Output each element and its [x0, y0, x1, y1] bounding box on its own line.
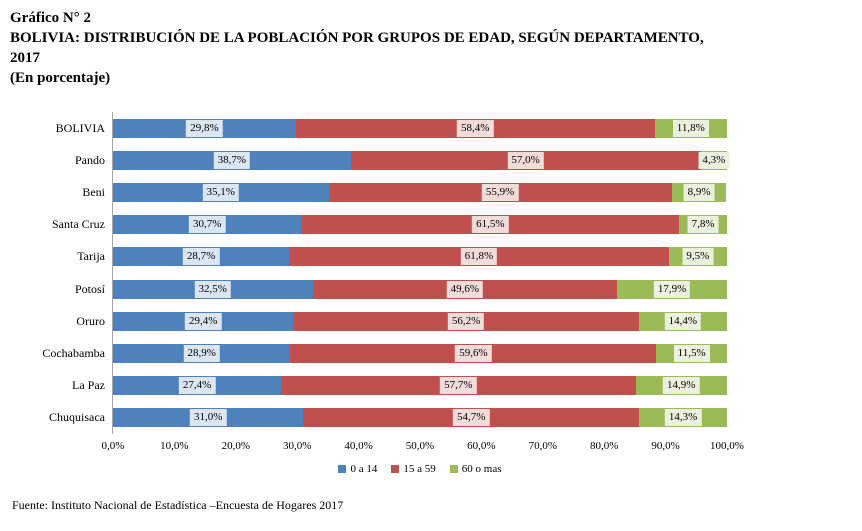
category-label: Oruro	[76, 313, 105, 328]
legend-swatch-icon	[449, 465, 458, 473]
category-label: Chuquisaca	[49, 410, 105, 425]
bar-value-label: 11,5%	[673, 345, 710, 362]
x-tick-label: 50,0%	[405, 440, 435, 452]
x-tick-label: 20,0%	[221, 440, 251, 452]
x-tick-label: 100,0%	[710, 440, 744, 452]
bar-row: 28,9% 59,6% 11,5%	[113, 344, 727, 363]
x-tick-label: 90,0%	[651, 440, 680, 452]
bar-value-label: 11,8%	[672, 119, 709, 137]
category-label: Potosí	[74, 281, 105, 296]
bar-value-label: 54,7%	[453, 409, 490, 427]
bar-value-label: 28,7%	[182, 248, 220, 266]
legend-item: 60 o mas	[449, 463, 502, 475]
x-tick-label: 10,0%	[160, 440, 189, 452]
x-tick-label: 0,0%	[101, 440, 125, 452]
title-line-units: (En porcentaje)	[10, 70, 111, 86]
category-label: Cochabamba	[42, 346, 105, 360]
bar-value-label: 14,9%	[663, 377, 700, 395]
bar-value-label: 27,4%	[178, 377, 216, 395]
bar-value-label: 61,8%	[460, 248, 498, 266]
category-label: Pando	[75, 152, 105, 167]
bar-value-label: 31,0%	[189, 409, 227, 427]
category-label: La Paz	[72, 378, 105, 393]
legend-item: 0 a 14	[338, 463, 377, 475]
bar-value-label: 30,7%	[189, 216, 226, 234]
category-label: BOLIVIA	[55, 120, 105, 135]
x-tick-label: 30,0%	[282, 440, 312, 452]
y-axis-line	[112, 112, 113, 434]
bar-value-label: 7,8%	[687, 216, 719, 234]
legend-swatch-icon	[338, 465, 347, 473]
bar-value-label: 4,3%	[698, 151, 730, 169]
category-label: Tarija	[77, 249, 105, 264]
bar-value-label: 61,5%	[472, 216, 509, 234]
bar-value-label: 8,9%	[683, 184, 715, 201]
bar-value-label: 14,4%	[664, 312, 701, 330]
x-tick-label: 80,0%	[589, 440, 619, 452]
bar-row: 28,7% 61,8% 9,5%	[113, 247, 727, 267]
legend-swatch-icon	[391, 465, 400, 473]
legend-item: 15 a 59	[391, 463, 436, 475]
x-tick-label: 60,0%	[467, 440, 496, 452]
bar-value-label: 56,2%	[447, 312, 485, 330]
title-line-graph-number: Gráfico N° 2	[10, 10, 91, 26]
x-tick-label: 70,0%	[528, 440, 558, 452]
bar-value-label: 35,1%	[202, 184, 239, 201]
bar-value-label: 32,5%	[194, 280, 231, 298]
bar-row: 29,8% 58,4% 11,8%	[113, 118, 727, 138]
legend-label: 60 o mas	[461, 463, 502, 475]
bar-value-label: 38,7%	[213, 151, 251, 169]
bar-row: 35,1% 55,9% 8,9%	[113, 183, 727, 202]
x-tick-label: 40,0%	[344, 440, 373, 452]
bar-value-label: 14,3%	[664, 409, 702, 427]
chart-title-block: Gráfico N° 2 BOLIVIA: DISTRIBUCIÓN DE LA…	[10, 8, 855, 88]
bar-value-label: 17,9%	[653, 280, 691, 298]
bar-value-label: 29,8%	[186, 119, 223, 137]
bar-value-label: 9,5%	[682, 248, 714, 266]
bar-value-label: 57,0%	[507, 151, 544, 169]
bar-row: 30,7% 61,5% 7,8%	[113, 215, 727, 235]
bar-row: 31,0% 54,7% 14,3%	[113, 408, 727, 428]
plot-area: 29,8% 58,4% 11,8% 38,7% 57,0% 4,3% 35,1% 55,9% 8…	[112, 112, 730, 434]
bar-row: 38,7% 57,0% 4,3%	[113, 150, 730, 170]
bar-row: 27,4% 57,7% 14,9%	[113, 376, 727, 396]
category-label: Santa Cruz	[52, 217, 105, 232]
title-line-year: 2017	[10, 50, 40, 66]
bar-row: 29,4% 56,2% 14,4%	[113, 311, 727, 331]
bar-value-label: 29,4%	[185, 312, 222, 330]
bar-value-label: 59,6%	[455, 345, 492, 362]
bar-value-label: 49,6%	[446, 280, 484, 298]
legend-label: 0 a 14	[350, 463, 378, 475]
bar-value-label: 28,9%	[183, 345, 220, 362]
source-note: Fuente: Instituto Nacional de Estadístic…	[12, 498, 344, 512]
title-line-main: BOLIVIA: DISTRIBUCIÓN DE LA POBLACIÓN PO…	[10, 30, 704, 46]
bar-value-label: 57,7%	[440, 377, 477, 395]
bar-value-label: 55,9%	[481, 184, 519, 201]
legend-label: 15 a 59	[403, 463, 436, 475]
category-label: Beni	[82, 185, 105, 199]
bar-value-label: 58,4%	[457, 119, 494, 137]
legend: 0 a 14 15 a 59 60 o mas	[113, 463, 727, 475]
bar-row: 32,5% 49,6% 17,9%	[113, 279, 727, 299]
